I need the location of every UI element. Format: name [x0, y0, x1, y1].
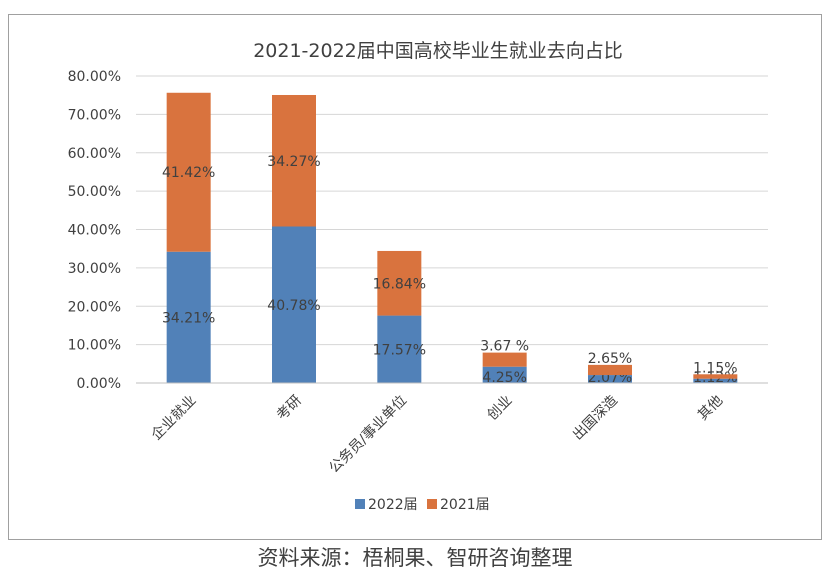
legend-swatch — [355, 499, 365, 509]
bar-series2 — [693, 374, 738, 379]
bar-series1 — [588, 375, 632, 383]
data-label: 40.78% — [267, 298, 320, 314]
x-category-label: 考研 — [274, 393, 305, 424]
bar-series2 — [272, 94, 316, 227]
x-category-label: 出国深造 — [570, 393, 621, 444]
bar-series2 — [377, 250, 422, 316]
data-label: 1.15% — [693, 360, 737, 376]
data-label: 2.65% — [588, 351, 632, 367]
data-label: 16.84% — [373, 276, 426, 292]
bar-series1 — [693, 378, 738, 383]
y-tick-label: 80.00% — [68, 69, 121, 85]
y-tick-label: 50.00% — [68, 184, 121, 200]
y-tick-label: 30.00% — [68, 261, 121, 277]
data-label: 34.27% — [267, 154, 320, 170]
x-category-label: 创业 — [484, 393, 515, 424]
data-label: 17.57% — [373, 342, 426, 358]
source-note: 资料来源：梧桐果、智研咨询整理 — [257, 546, 573, 570]
bar-series2 — [482, 352, 527, 367]
y-tick-label: 40.00% — [68, 223, 121, 239]
legend-label: 2021届 — [440, 497, 490, 513]
y-tick-label: 10.00% — [68, 338, 121, 354]
bar-series1 — [377, 315, 422, 383]
chart-title: 2021-2022届中国高校毕业生就业去向占比 — [253, 40, 623, 62]
bar-series1 — [482, 366, 527, 383]
y-tick-label: 70.00% — [68, 107, 121, 123]
data-label: 41.42% — [162, 165, 215, 181]
y-tick-label: 20.00% — [68, 299, 121, 315]
bar-series2 — [588, 364, 632, 376]
bar-series1 — [272, 226, 316, 383]
legend-label: 2022届 — [368, 497, 418, 513]
x-category-label: 其他 — [695, 393, 726, 424]
y-tick-label: 0.00% — [77, 376, 121, 392]
y-tick-label: 60.00% — [68, 146, 121, 162]
x-category-label: 公务员/事业单位 — [326, 393, 410, 477]
data-label: 3.67 % — [480, 339, 529, 355]
data-label: 34.21% — [162, 310, 215, 326]
bar-series1 — [166, 251, 211, 383]
data-label: 4.25% — [482, 370, 526, 386]
bar-series2 — [166, 92, 211, 252]
x-category-label: 企业就业 — [148, 392, 200, 444]
legend-swatch — [427, 499, 437, 509]
